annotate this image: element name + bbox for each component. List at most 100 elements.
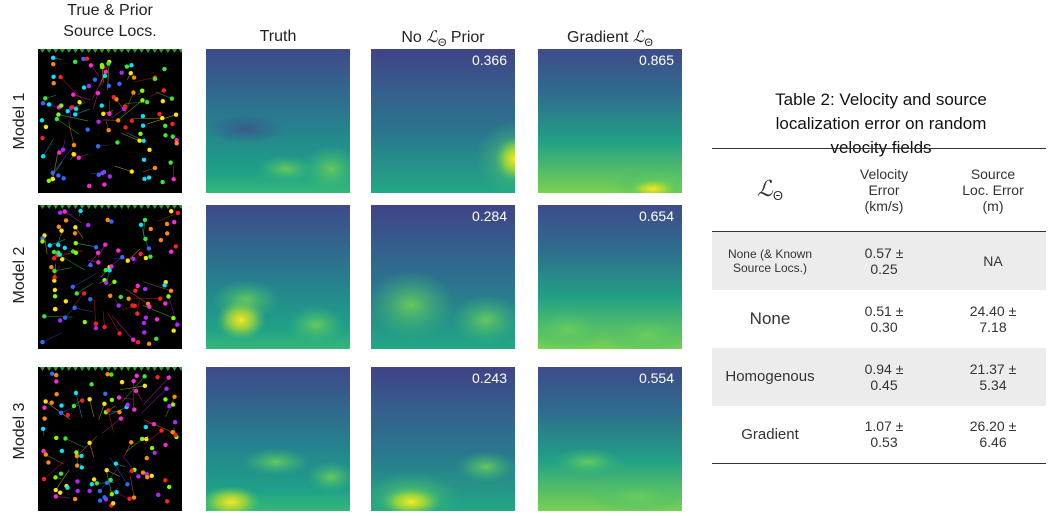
source-marker — [59, 403, 63, 407]
source-marker — [51, 177, 55, 181]
source-marker — [144, 437, 148, 441]
source-link — [77, 436, 97, 456]
source-marker — [66, 109, 70, 113]
source-marker — [98, 489, 102, 493]
source-marker — [73, 112, 77, 116]
source-marker — [102, 402, 106, 406]
station-marker — [73, 367, 78, 371]
source-marker — [41, 154, 45, 158]
source-marker — [98, 498, 102, 502]
source-marker — [164, 387, 168, 391]
station-marker — [53, 205, 58, 209]
station-marker — [159, 205, 164, 209]
source-marker — [53, 307, 57, 311]
source-marker — [88, 297, 92, 301]
station-marker — [126, 367, 131, 371]
source-marker — [138, 252, 142, 256]
source-marker — [168, 160, 172, 164]
source-marker — [78, 209, 82, 213]
source-marker — [95, 481, 99, 485]
column-header-truth: Truth — [206, 26, 350, 47]
station-marker — [165, 49, 170, 53]
source-marker — [49, 265, 53, 269]
source-marker — [65, 485, 69, 489]
source-marker — [76, 489, 80, 493]
source-marker — [103, 392, 107, 396]
source-marker — [116, 248, 120, 252]
source-marker — [64, 299, 68, 303]
station-marker — [80, 49, 85, 53]
source-marker — [87, 489, 91, 493]
source-marker — [83, 320, 87, 324]
source-marker — [54, 373, 58, 377]
source-link — [76, 243, 95, 246]
source-marker — [102, 325, 106, 329]
source-link — [142, 389, 167, 413]
source-link — [61, 405, 79, 413]
source-marker — [125, 482, 129, 486]
station-marker — [146, 205, 151, 209]
station-marker — [106, 367, 111, 371]
source-marker — [160, 180, 164, 184]
source-marker — [72, 306, 76, 310]
source-marker — [75, 291, 79, 295]
source-marker — [40, 136, 44, 140]
source-marker — [125, 64, 129, 68]
station-marker — [53, 49, 58, 53]
source-marker — [49, 401, 53, 405]
source-marker — [107, 84, 111, 88]
station-marker — [106, 49, 111, 53]
source-marker — [171, 134, 175, 138]
source-marker — [167, 404, 171, 408]
source-marker — [74, 450, 78, 454]
station-marker — [179, 205, 182, 209]
source-marker — [58, 490, 62, 494]
source-marker — [143, 384, 147, 388]
source-link — [108, 313, 120, 334]
source-marker — [53, 294, 57, 298]
source-marker — [54, 494, 58, 498]
source-marker — [119, 416, 123, 420]
source-marker — [169, 289, 173, 293]
station-marker — [60, 49, 65, 53]
source-marker — [40, 118, 44, 122]
station-marker — [165, 205, 170, 209]
source-link — [54, 268, 71, 271]
source-marker — [63, 436, 67, 440]
table-header-row: ℒΘ Velocity Error (km/s) Source Loc. Err… — [712, 149, 1046, 232]
truth-panel-model-1 — [206, 49, 350, 193]
source-marker — [101, 112, 105, 116]
station-marker — [126, 49, 131, 53]
source-marker — [54, 392, 58, 396]
source-marker — [54, 379, 58, 383]
source-marker — [60, 257, 64, 261]
source-marker — [116, 303, 120, 307]
source-marker — [142, 374, 146, 378]
source-marker — [172, 220, 176, 224]
source-marker — [90, 482, 94, 486]
source-link — [44, 316, 72, 317]
source-marker — [140, 98, 144, 102]
source-marker — [100, 63, 104, 67]
station-marker — [139, 367, 144, 371]
source-link — [130, 476, 134, 497]
source-marker — [123, 125, 127, 129]
source-link — [112, 316, 133, 340]
source-marker — [50, 371, 54, 375]
source-marker — [56, 243, 60, 247]
source-marker — [125, 403, 129, 407]
source-link — [120, 386, 145, 390]
source-marker — [85, 56, 89, 60]
source-marker — [72, 404, 76, 408]
source-marker — [131, 257, 135, 261]
source-marker — [71, 152, 75, 156]
source-marker — [145, 100, 149, 104]
source-marker — [42, 406, 46, 410]
station-marker — [80, 205, 85, 209]
source-marker — [61, 148, 65, 152]
source-marker — [106, 408, 110, 412]
source-marker — [63, 209, 67, 213]
source-link — [58, 115, 88, 121]
table-row: Homogenous 0.94 ± 0.45 21.37 ± 5.34 — [712, 348, 1046, 406]
source-marker — [97, 173, 101, 177]
